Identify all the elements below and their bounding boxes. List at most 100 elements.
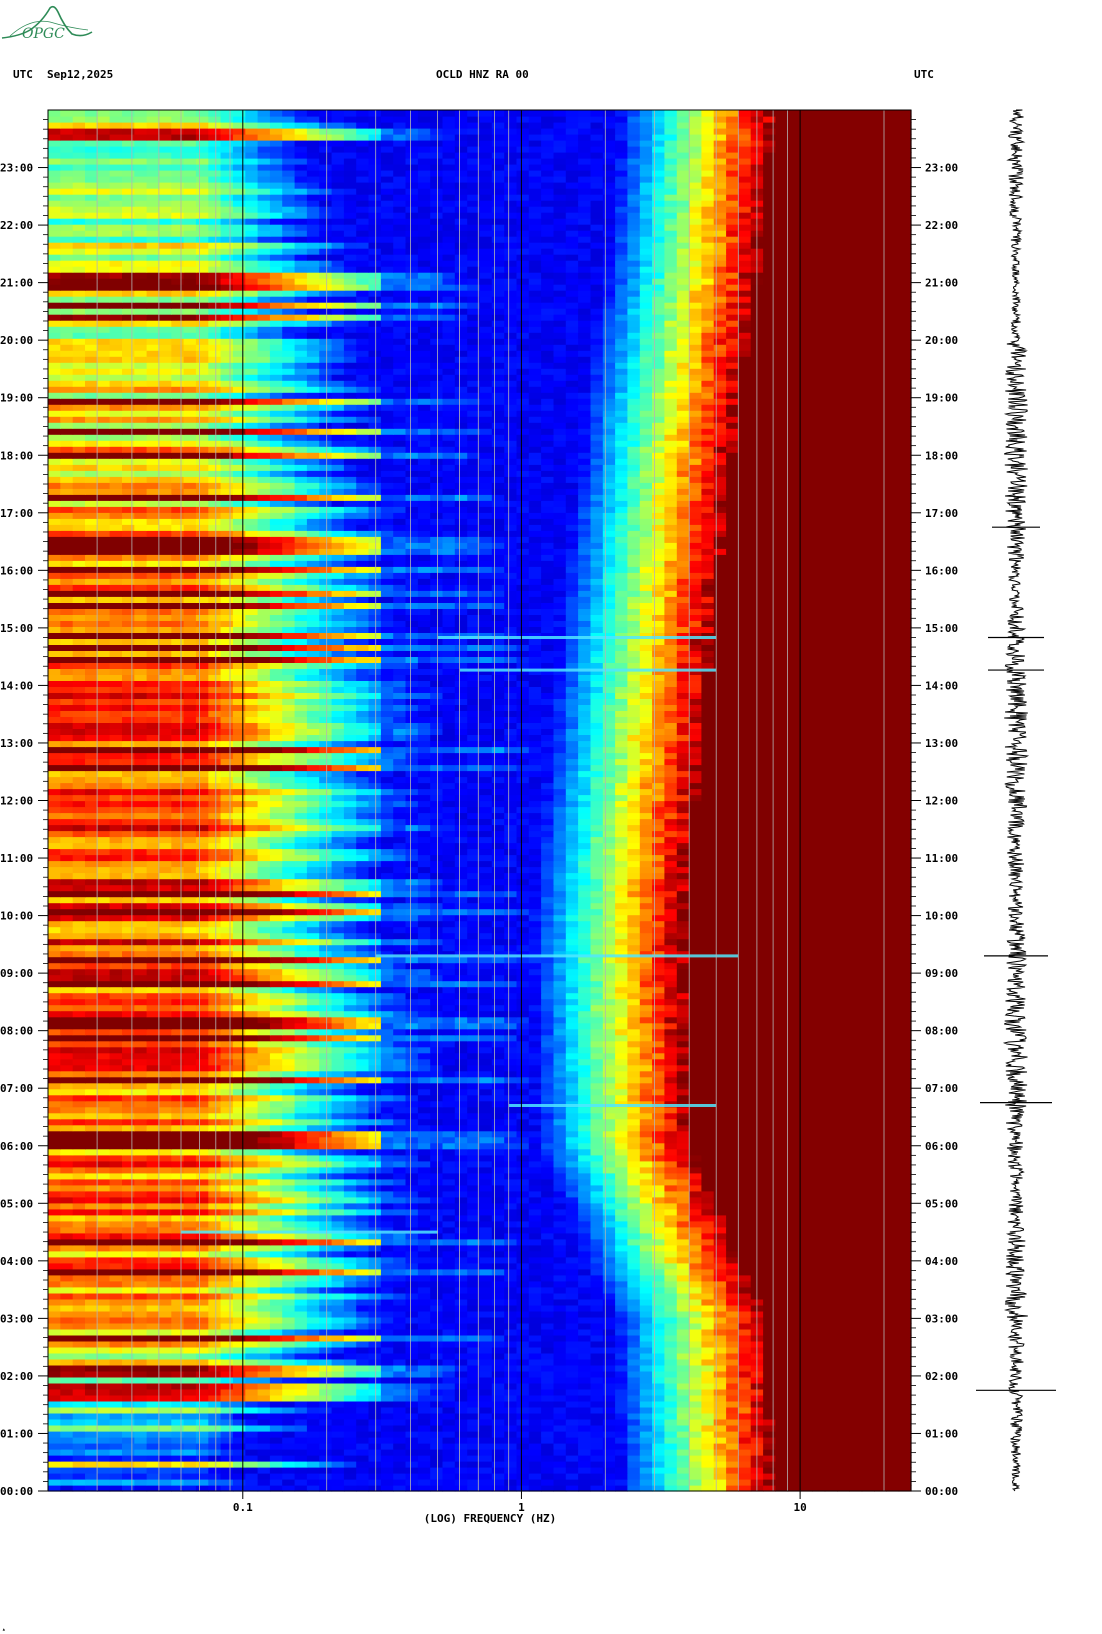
heatmap-cell xyxy=(97,1191,110,1198)
heatmap-cell xyxy=(406,1191,419,1198)
heatmap-cell xyxy=(319,1425,332,1432)
heatmap-cell xyxy=(603,1113,616,1120)
heatmap-cell xyxy=(689,1125,702,1132)
heatmap-cell xyxy=(578,1383,591,1390)
heatmap-cell xyxy=(245,1389,258,1396)
heatmap-cell xyxy=(319,1191,332,1198)
heatmap-cell xyxy=(393,1431,406,1438)
heatmap-cell xyxy=(480,1473,493,1480)
heatmap-cell xyxy=(480,1119,493,1126)
heatmap-cell xyxy=(282,1203,295,1210)
heatmap-cell xyxy=(245,1095,258,1102)
heatmap-cell xyxy=(319,1431,332,1438)
heatmap-cell xyxy=(517,1377,530,1384)
heatmap-cell xyxy=(714,1449,727,1456)
heatmap-cell xyxy=(726,1245,739,1252)
heatmap-cell xyxy=(110,1113,123,1120)
heatmap-cell xyxy=(529,1149,542,1156)
heatmap-cell xyxy=(714,1245,727,1252)
heatmap-cell xyxy=(393,1251,406,1258)
heatmap-cell xyxy=(295,1419,308,1426)
heatmap-cell xyxy=(480,1329,493,1336)
heatmap-cell xyxy=(332,1311,345,1318)
heatmap-cell xyxy=(356,1245,369,1252)
heatmap-cell xyxy=(480,1227,493,1234)
heatmap-cell xyxy=(233,1353,246,1360)
heatmap-cell xyxy=(233,1293,246,1300)
heatmap-cell xyxy=(171,1161,184,1168)
heatmap-cell xyxy=(73,1407,86,1414)
heatmap-cell xyxy=(60,1305,73,1312)
heatmap-cell xyxy=(480,1263,493,1270)
heatmap-cell xyxy=(110,1437,123,1444)
heatmap-cell xyxy=(171,1233,184,1240)
heatmap-cell xyxy=(258,1293,271,1300)
heatmap-cell xyxy=(393,1119,406,1126)
heatmap-cell xyxy=(295,1467,308,1474)
heatmap-cell xyxy=(591,1383,604,1390)
heatmap-cell xyxy=(221,1173,234,1180)
heatmap-cell xyxy=(455,1419,468,1426)
heatmap-cell xyxy=(677,1209,690,1216)
heatmap-cell xyxy=(566,1149,579,1156)
heatmap-cell xyxy=(480,1161,493,1168)
heatmap-cell xyxy=(184,1395,197,1402)
heatmap-cell xyxy=(97,1185,110,1192)
heatmap-cell xyxy=(640,1305,653,1312)
heatmap-cell xyxy=(393,1383,406,1390)
heatmap-cell xyxy=(677,1113,690,1120)
heatmap-cell xyxy=(677,1407,690,1414)
heatmap-cell xyxy=(517,1479,530,1486)
heatmap-cell xyxy=(541,1443,554,1450)
heatmap-cell xyxy=(738,1137,751,1144)
heatmap-cell xyxy=(233,1311,246,1318)
heatmap-cell xyxy=(85,1095,98,1102)
heatmap-cell xyxy=(85,1167,98,1174)
heatmap-cell xyxy=(48,1101,61,1108)
heatmap-cell xyxy=(615,1131,628,1138)
heatmap-cell xyxy=(134,1209,147,1216)
heatmap-cell xyxy=(97,1449,110,1456)
heatmap-cell xyxy=(171,1395,184,1402)
heatmap-cell xyxy=(689,1131,702,1138)
heatmap-cell xyxy=(307,1299,320,1306)
heatmap-cell xyxy=(664,1335,677,1342)
heatmap-cell xyxy=(480,1179,493,1186)
heatmap-cell xyxy=(122,1233,135,1240)
heatmap-cell xyxy=(566,1461,579,1468)
heatmap-cell xyxy=(418,1125,431,1132)
heatmap-cell xyxy=(381,1317,394,1324)
heatmap-cell xyxy=(677,1257,690,1264)
heatmap-cell xyxy=(603,1335,616,1342)
heatmap-cell xyxy=(529,1449,542,1456)
heatmap-cell xyxy=(640,1173,653,1180)
heatmap-cell xyxy=(110,1191,123,1198)
heatmap-cell xyxy=(726,1209,739,1216)
heatmap-cell xyxy=(738,1365,751,1372)
heatmap-cell xyxy=(517,1143,530,1150)
heatmap-cell xyxy=(48,1233,61,1240)
heatmap-cell xyxy=(319,1215,332,1222)
heatmap-cell xyxy=(270,1113,283,1120)
heatmap-cell xyxy=(480,1377,493,1384)
heatmap-cell xyxy=(689,1413,702,1420)
heatmap-cell xyxy=(245,1257,258,1264)
heatmap-cell xyxy=(295,1251,308,1258)
heatmap-cell xyxy=(455,1251,468,1258)
heatmap-cell xyxy=(492,1227,505,1234)
heatmap-cell xyxy=(245,1191,258,1198)
heatmap-cell xyxy=(418,1317,431,1324)
heatmap-cell xyxy=(134,1233,147,1240)
heatmap-cell xyxy=(48,1305,61,1312)
heatmap-cell xyxy=(418,1257,431,1264)
heatmap-cell xyxy=(578,1401,591,1408)
heatmap-cell xyxy=(208,1131,221,1138)
heatmap-cell xyxy=(196,1293,209,1300)
heatmap-cell xyxy=(134,1173,147,1180)
heatmap-cell xyxy=(110,1257,123,1264)
heatmap-cell xyxy=(97,1425,110,1432)
heatmap-cell xyxy=(603,1455,616,1462)
heatmap-cell xyxy=(307,1413,320,1420)
heatmap-cell xyxy=(147,1227,160,1234)
heatmap-cell xyxy=(270,1125,283,1132)
